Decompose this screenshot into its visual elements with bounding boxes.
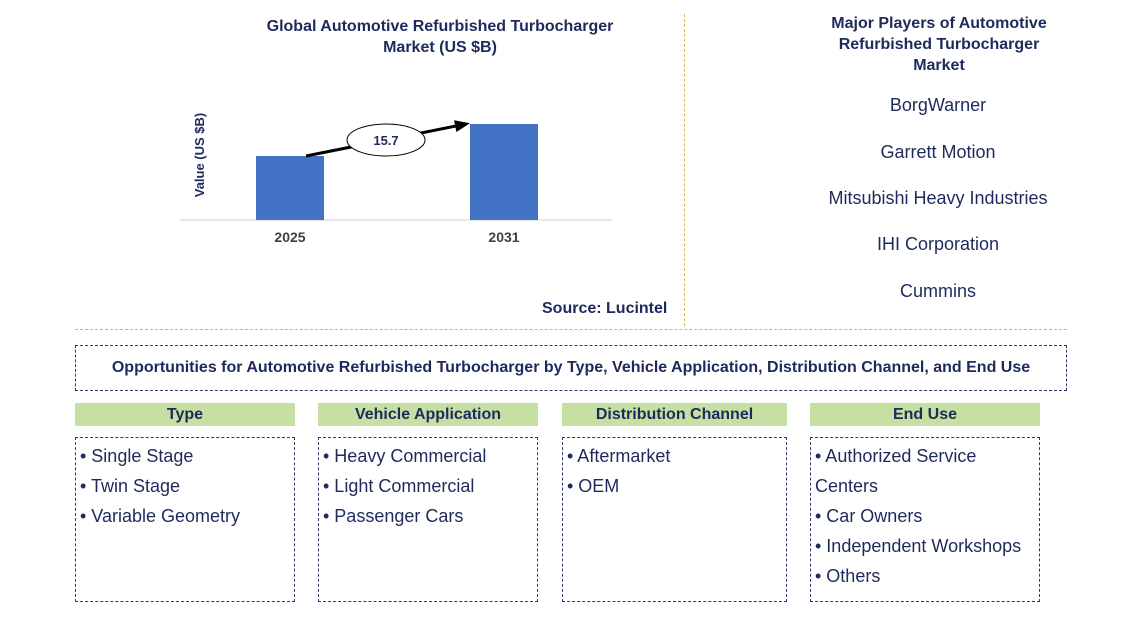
- category-box-end-use: • Authorized Service Centers • Car Owner…: [810, 437, 1040, 602]
- list-item: • Independent Workshops: [815, 536, 1022, 556]
- players-title: Major Players of Automotive Refurbished …: [831, 15, 1047, 74]
- list-item: • Twin Stage: [80, 476, 181, 496]
- category-header-end-use: End Use: [810, 403, 1040, 426]
- player-garrett-motion: Garrett Motion: [880, 142, 996, 162]
- player-ihi: IHI Corporation: [876, 234, 1000, 254]
- bar-2025: [256, 156, 324, 220]
- category-box-distribution-channel: • Aftermarket • OEM: [562, 437, 787, 602]
- growth-annotation-label: 15.7: [373, 133, 398, 148]
- list-item: • OEM: [567, 476, 620, 496]
- growth-arrow-head: [454, 120, 470, 133]
- x-tick-label: 2031: [488, 229, 519, 245]
- list-item: • Single Stage: [80, 446, 194, 466]
- bar-chart: Value (US $B) 2025 2031 15.7: [180, 113, 612, 245]
- list-item: • Others: [815, 566, 881, 586]
- player-borgwarner: BorgWarner: [889, 95, 987, 115]
- growth-annotation-bubble: [346, 123, 426, 157]
- category-box-type: • Single Stage • Twin Stage • Variable G…: [75, 437, 295, 602]
- player-cummins: Cummins: [899, 281, 976, 301]
- bar-2031: [470, 124, 538, 220]
- list-item: • Light Commercial: [323, 476, 475, 496]
- source-note: Source: Lucintel: [542, 300, 668, 317]
- category-header-distribution-channel: Distribution Channel: [562, 403, 787, 426]
- category-box-vehicle-application: • Heavy Commercial • Light Commercial • …: [318, 437, 538, 602]
- list-item: • Variable Geometry: [80, 506, 241, 526]
- list-item: • Heavy Commercial: [323, 446, 487, 466]
- list-item: • Aftermarket: [567, 446, 671, 466]
- player-mitsubishi: Mitsubishi Heavy Industries: [828, 188, 1048, 208]
- category-header-vehicle-application: Vehicle Application: [318, 403, 538, 426]
- list-item: • Authorized Service Centers: [815, 446, 977, 496]
- x-tick-label: 2025: [274, 229, 305, 245]
- list-item: • Car Owners: [815, 506, 923, 526]
- category-header-type: Type: [75, 403, 295, 426]
- y-axis-label: Value (US $B): [192, 113, 207, 198]
- vertical-divider: [684, 14, 685, 326]
- horizontal-divider: [75, 329, 1067, 330]
- list-item: • Passenger Cars: [323, 506, 464, 526]
- opportunities-title: Opportunities for Automotive Refurbished…: [75, 345, 1067, 391]
- chart-title: Global Automotive Refurbished Turbocharg…: [266, 18, 614, 56]
